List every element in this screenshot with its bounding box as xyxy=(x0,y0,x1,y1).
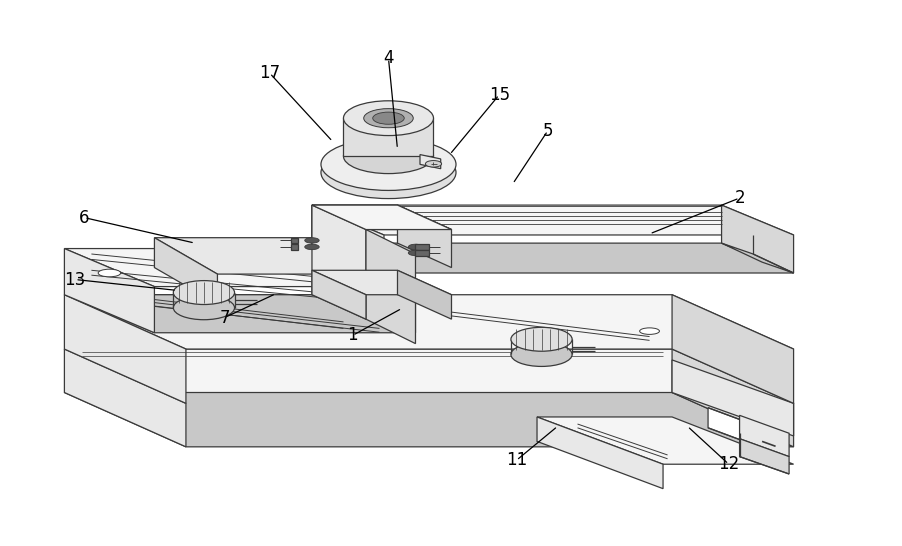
Polygon shape xyxy=(291,244,299,250)
Polygon shape xyxy=(311,205,793,235)
Polygon shape xyxy=(325,248,415,333)
Ellipse shape xyxy=(511,327,572,351)
Text: 1: 1 xyxy=(346,327,357,345)
Polygon shape xyxy=(311,270,365,319)
Text: 7: 7 xyxy=(219,308,230,327)
Polygon shape xyxy=(311,205,451,229)
Ellipse shape xyxy=(639,328,658,334)
Ellipse shape xyxy=(425,161,441,167)
Polygon shape xyxy=(537,417,662,489)
Polygon shape xyxy=(64,349,793,403)
Polygon shape xyxy=(707,408,761,448)
Ellipse shape xyxy=(408,250,422,256)
Ellipse shape xyxy=(343,101,433,135)
Polygon shape xyxy=(343,118,433,156)
Polygon shape xyxy=(397,270,451,319)
Text: 2: 2 xyxy=(733,189,744,207)
Polygon shape xyxy=(291,238,299,243)
Polygon shape xyxy=(365,229,415,343)
Polygon shape xyxy=(64,349,186,447)
Polygon shape xyxy=(64,248,154,333)
Ellipse shape xyxy=(305,238,318,243)
Polygon shape xyxy=(739,416,788,456)
Polygon shape xyxy=(64,295,186,403)
Polygon shape xyxy=(397,205,451,268)
Text: 11: 11 xyxy=(505,452,527,470)
Polygon shape xyxy=(64,295,415,333)
Polygon shape xyxy=(64,393,793,447)
Text: 17: 17 xyxy=(259,64,280,82)
Ellipse shape xyxy=(364,109,413,128)
Polygon shape xyxy=(739,438,788,474)
Polygon shape xyxy=(334,238,397,304)
Text: 15: 15 xyxy=(488,86,510,104)
Polygon shape xyxy=(64,248,415,287)
Polygon shape xyxy=(154,238,217,304)
Polygon shape xyxy=(671,349,793,447)
Polygon shape xyxy=(419,155,440,169)
Ellipse shape xyxy=(305,244,318,250)
Polygon shape xyxy=(311,205,383,273)
Ellipse shape xyxy=(320,146,456,199)
Polygon shape xyxy=(721,243,793,273)
Ellipse shape xyxy=(343,139,433,174)
Ellipse shape xyxy=(408,244,422,250)
Ellipse shape xyxy=(98,269,121,277)
Ellipse shape xyxy=(173,281,235,305)
Polygon shape xyxy=(537,417,793,464)
Polygon shape xyxy=(311,205,365,268)
Ellipse shape xyxy=(173,296,235,320)
Polygon shape xyxy=(721,205,793,273)
Text: 6: 6 xyxy=(78,209,89,227)
Polygon shape xyxy=(154,238,397,274)
Ellipse shape xyxy=(511,342,572,366)
Polygon shape xyxy=(415,250,428,256)
Text: 13: 13 xyxy=(65,270,86,288)
Ellipse shape xyxy=(373,112,404,124)
Polygon shape xyxy=(311,243,793,273)
Text: 12: 12 xyxy=(717,455,739,473)
Ellipse shape xyxy=(113,296,133,302)
Polygon shape xyxy=(311,270,451,295)
Text: 4: 4 xyxy=(382,50,393,67)
Polygon shape xyxy=(64,295,793,349)
Polygon shape xyxy=(311,205,365,319)
Polygon shape xyxy=(415,244,428,250)
Text: 5: 5 xyxy=(542,122,552,140)
Ellipse shape xyxy=(320,138,456,191)
Polygon shape xyxy=(671,360,793,436)
Polygon shape xyxy=(311,205,451,229)
Polygon shape xyxy=(671,295,793,403)
